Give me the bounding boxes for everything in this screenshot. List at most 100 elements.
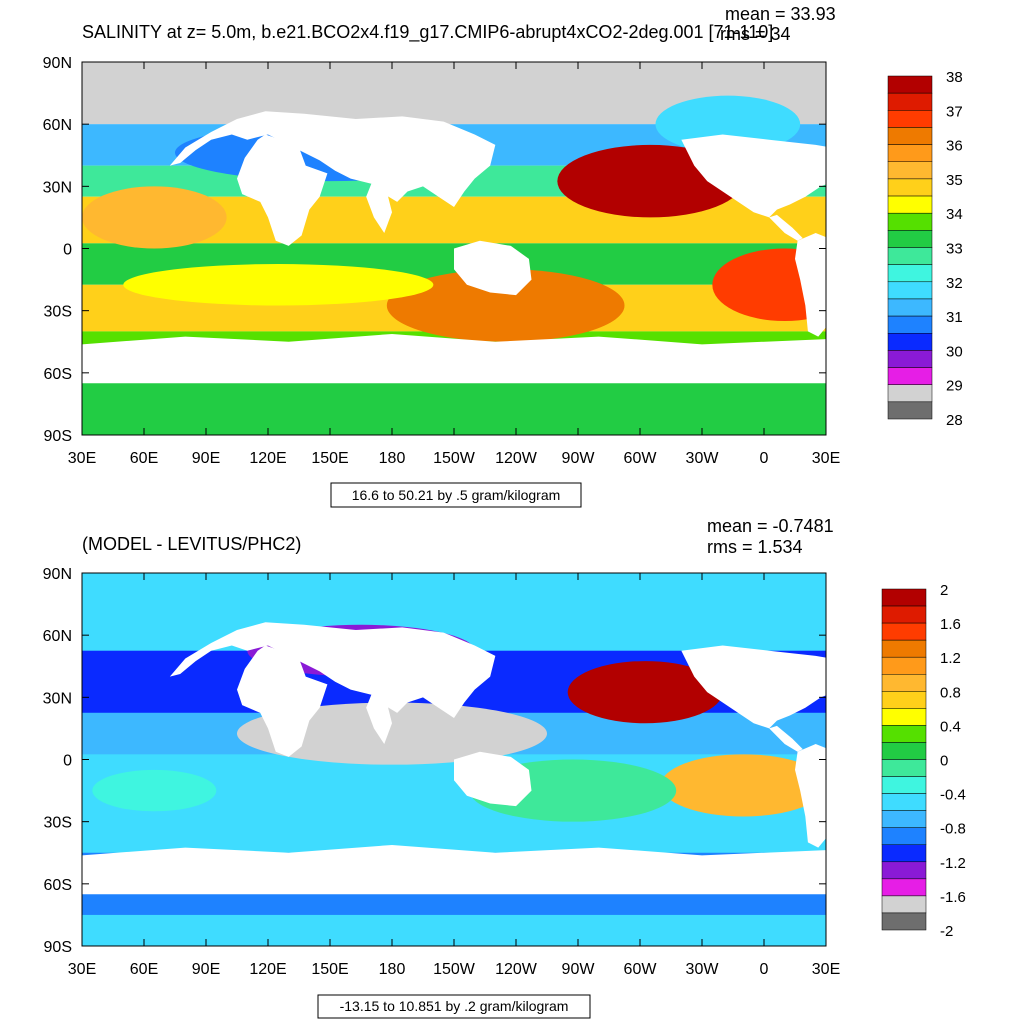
x-tick-label: 90E [192,450,220,467]
colorbar-swatch [887,178,933,197]
colorbar-swatch [881,810,927,828]
colorbar-swatch [881,622,927,641]
colorbar-swatch [887,92,933,111]
y-tick-label: 90N [43,566,72,583]
colorbar-swatch [887,212,933,231]
x-tick-label: 90E [192,961,220,978]
colorbar-swatch [887,315,933,334]
difference-map [82,573,826,946]
salinity-mean-text: mean = 33.93 [725,4,836,24]
colorbar-tick-label: 31 [946,309,963,326]
salinity-units-box [330,482,582,508]
y-tick-label: 90N [43,55,72,72]
x-tick-label: 120E [249,961,286,978]
field-contour-region [82,186,227,249]
x-tick-label: 120W [495,961,538,978]
colorbar-swatch [887,384,933,403]
colorbar-swatch [881,674,927,692]
difference-units-caption: -13.15 to 10.851 by .2 gram/kilogram [340,998,569,1014]
colorbar-swatch [881,759,927,777]
colorbar-swatch [881,725,927,743]
colorbar-swatch [887,298,933,317]
colorbar-swatch [881,895,927,914]
colorbar-tick-label: 0 [940,753,948,770]
colorbar-swatch [887,401,933,420]
salinity-axis-ticks: 30E 60E 90E 120E 150E 180 150W 120W 90W 60W 30W 0 30… [43,55,841,467]
salinity-map [82,62,826,435]
colorbar-swatch [887,247,933,265]
x-tick-label: 180 [379,450,406,467]
y-tick-label: 30N [43,690,72,707]
colorbar-swatch [881,912,927,931]
colorbar-tick-label: 29 [946,378,963,395]
colorbar-tick-label: 37 [946,103,963,120]
x-tick-label: 120W [495,450,538,467]
colorbar-swatch [881,691,927,709]
x-tick-label: 0 [760,961,769,978]
colorbar-swatch [881,588,927,607]
salinity-units-caption: 16.6 to 50.21 by .5 gram/kilogram [352,487,561,503]
salinity-panel: SALINITY at z= 5.0m, b.e21.BCO2x4.f19_g1… [43,4,963,508]
colorbar-swatch [881,776,927,794]
colorbar-tick-label: -0.4 [940,787,966,804]
colorbar-tick-label: 2 [940,582,948,599]
x-tick-label: 150W [433,961,476,978]
y-tick-label: 0 [63,753,72,770]
colorbar-swatch [887,195,933,214]
colorbar-swatch [887,127,933,145]
y-tick-label: 90S [44,428,72,445]
colorbar-swatch [881,639,927,658]
colorbar-tick-label: -0.8 [940,821,966,838]
x-tick-label: 30E [68,961,96,978]
y-tick-label: 0 [63,242,72,259]
x-tick-label: 30E [68,450,96,467]
difference-title: (MODEL - LEVITUS/PHC2) [82,534,301,554]
x-tick-label: 180 [379,961,406,978]
colorbar-tick-label: 30 [946,343,963,360]
colorbar-tick-label: 35 [946,172,963,189]
salinity-title: SALINITY at z= 5.0m, b.e21.BCO2x4.f19_g1… [82,22,773,43]
colorbar-tick-label: -1.2 [940,855,966,872]
field-contour-region [712,248,826,322]
colorbar-tick-label: 33 [946,241,963,258]
colorbar-swatch [887,110,933,128]
colorbar-tick-label: 38 [946,69,963,86]
y-tick-label: 60S [44,877,72,894]
x-tick-label: 60E [130,450,158,467]
colorbar-swatch [881,605,927,624]
colorbar-tick-label: 1.2 [940,650,961,667]
colorbar-tick-label: 0.4 [940,718,961,735]
x-tick-label: 30E [812,450,840,467]
salinity-colorbar: 38 37 36 35 34 33 32 31 30 29 28 [887,69,963,429]
colorbar-swatch [881,827,927,846]
difference-mean-text: mean = -0.7481 [707,516,834,536]
colorbar-swatch [881,878,927,897]
y-tick-label: 30S [44,304,72,321]
colorbar-swatch [887,350,933,368]
colorbar-swatch [881,708,927,726]
field-contour-region [660,754,826,817]
colorbar-tick-label: 1.6 [940,616,961,633]
y-tick-label: 60S [44,366,72,383]
colorbar-swatch [887,264,933,283]
colorbar-swatch [881,742,927,760]
colorbar-swatch [881,844,927,863]
salinity-rms-text: rms = 34 [720,24,791,44]
x-tick-label: 90W [562,450,596,467]
y-tick-label: 60N [43,628,72,645]
colorbar-swatch [887,161,933,180]
field-contour-region [123,264,434,306]
colorbar-swatch [881,793,927,811]
colorbar-tick-label: -1.6 [940,889,966,906]
y-tick-label: 30S [44,815,72,832]
difference-colorbar: 2 1.6 1.2 0.8 0.4 0 -0.4 -0.8 -1.2 -1.6 -2 [881,582,966,940]
y-tick-label: 60N [43,117,72,134]
x-tick-label: 30E [812,961,840,978]
colorbar-swatch [881,656,927,675]
colorbar-tick-label: 36 [946,138,963,155]
colorbar-swatch [887,144,933,163]
x-tick-label: 60W [624,450,658,467]
field-contour-region [567,661,723,724]
y-tick-label: 30N [43,179,72,196]
difference-panel: (MODEL - LEVITUS/PHC2) mean = -0.7481 rm… [43,516,966,1019]
